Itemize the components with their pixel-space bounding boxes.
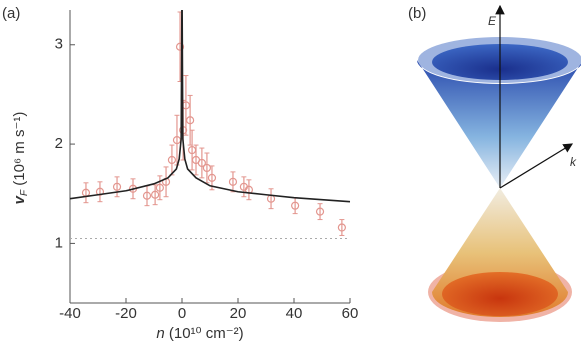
data-point (337, 223, 346, 232)
momentum-axis (499, 143, 574, 189)
x-unit: (10¹⁰ cm⁻²) (169, 325, 244, 342)
energy-label: E (488, 14, 497, 28)
data-point (197, 158, 206, 168)
x-tick-label: 20 (230, 305, 247, 322)
lower-bowl (442, 272, 558, 316)
momentum-label: k (570, 155, 577, 169)
panel-label: (a) (2, 5, 20, 22)
x-symbol: n (156, 325, 164, 342)
data-point (207, 173, 217, 182)
data-point (315, 207, 325, 216)
data-point (142, 191, 152, 200)
upper-cone (417, 60, 581, 188)
x-tick-label: 60 (342, 305, 359, 322)
y-symbol: v (11, 194, 28, 204)
y-subscript: F (19, 189, 30, 196)
x-tick-label: 40 (286, 305, 303, 322)
y-tick-label: 3 (55, 36, 63, 53)
dirac-cone (417, 4, 581, 322)
panel-label: (b) (408, 5, 426, 22)
y-axis-title: vF (10⁶ m s⁻¹) (11, 112, 30, 205)
data-point (186, 116, 195, 125)
data-point (175, 42, 185, 51)
x-tick-label: 0 (178, 305, 186, 322)
x-axis-title: n (10¹⁰ cm⁻²) (156, 325, 243, 342)
data-point (228, 177, 238, 186)
data-point (167, 155, 177, 165)
data-point (155, 183, 164, 192)
data-point (112, 182, 122, 191)
plot-area: 1 2 3 -40 -20 0 20 40 60 (55, 9, 359, 322)
y-tick-label: 1 (55, 234, 63, 251)
data-point (291, 201, 300, 210)
x-tick-label: -20 (115, 305, 137, 322)
theory-curve (69, 9, 351, 203)
data-point (151, 190, 160, 199)
y-unit: (10⁶ m s⁻¹) (11, 112, 28, 186)
y-tick-label: 2 (55, 135, 63, 152)
data-point (202, 163, 212, 173)
x-tick-label: -40 (59, 305, 81, 322)
